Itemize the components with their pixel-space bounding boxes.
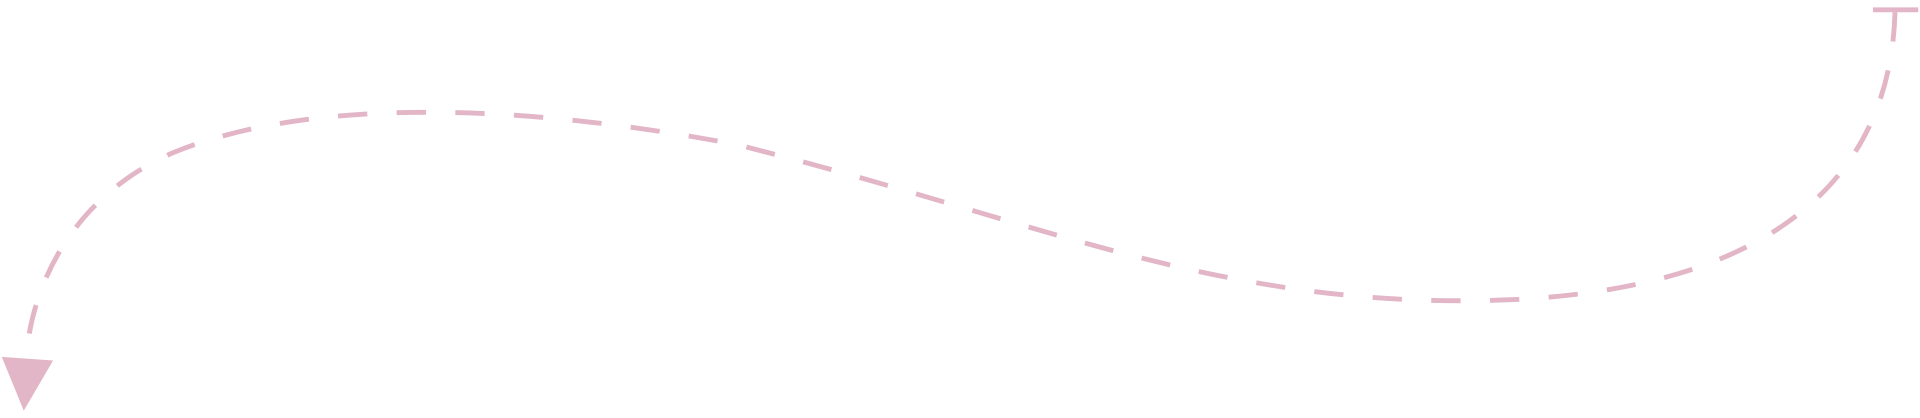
dashed-curve — [23, 12, 1898, 358]
arrow-head — [1, 356, 54, 411]
